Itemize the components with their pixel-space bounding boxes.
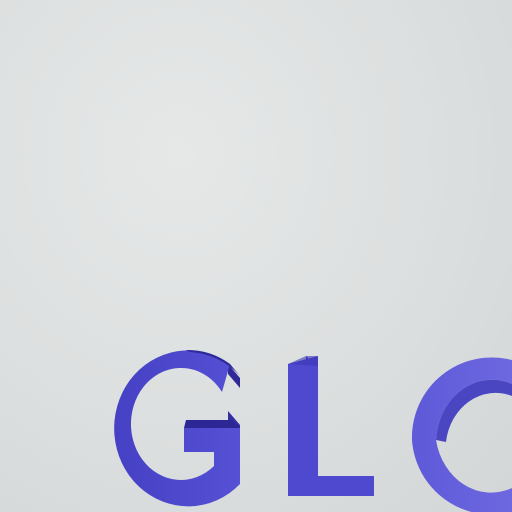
letter-g [114, 349, 240, 507]
letter-l [288, 356, 374, 496]
letter-o [411, 357, 512, 512]
